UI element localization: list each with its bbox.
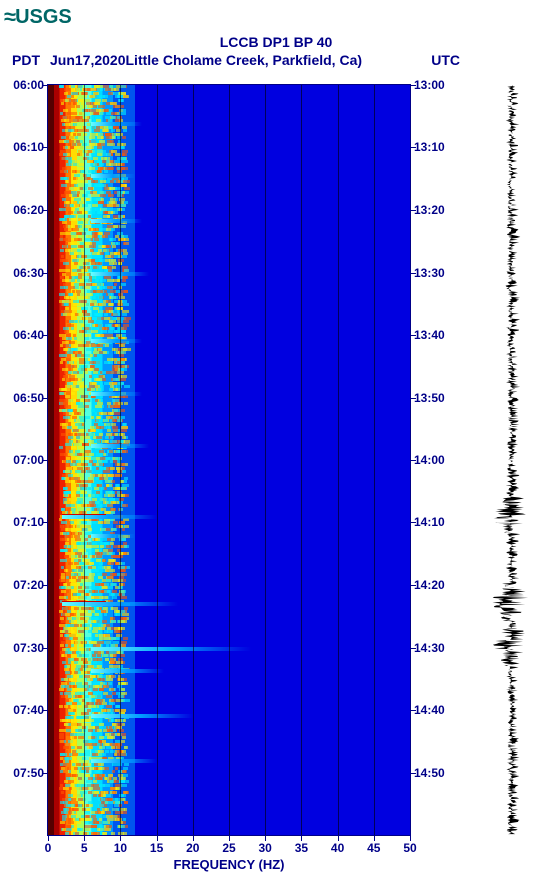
- grid-line: [84, 85, 85, 835]
- y-tick-right-label: 13:50: [414, 391, 445, 405]
- spectrogram-plot: FREQUENCY (HZ) 0510152025303540455006:00…: [48, 85, 410, 835]
- chart-title: LCCB DP1 BP 40: [0, 34, 552, 50]
- y-tick-right-label: 13:30: [414, 266, 445, 280]
- x-tick-label: 15: [150, 841, 163, 855]
- x-tick-label: 0: [45, 841, 52, 855]
- x-tick-label: 35: [295, 841, 308, 855]
- x-tick-label: 20: [186, 841, 199, 855]
- y-tick-right-label: 14:10: [414, 515, 445, 529]
- grid-line: [193, 85, 194, 835]
- y-tick-right-label: 14:50: [414, 766, 445, 780]
- y-tick-right-label: 13:10: [414, 140, 445, 154]
- y-tick-left-label: 07:00: [0, 453, 44, 467]
- tz-right-label: UTC: [431, 52, 460, 68]
- y-tick-left-label: 06:10: [0, 140, 44, 154]
- x-tick-label: 40: [331, 841, 344, 855]
- y-tick-left-label: 06:40: [0, 328, 44, 342]
- y-tick-left-label: 07:20: [0, 578, 44, 592]
- y-tick-left-label: 06:30: [0, 266, 44, 280]
- date-location-label: Jun17,2020Little Cholame Creek, Parkfiel…: [50, 52, 362, 68]
- y-tick-right-label: 13:20: [414, 203, 445, 217]
- y-tick-right-label: 14:40: [414, 703, 445, 717]
- y-tick-right-label: 13:00: [414, 78, 445, 92]
- y-tick-left-label: 07:50: [0, 766, 44, 780]
- x-tick-label: 30: [259, 841, 272, 855]
- y-tick-right-label: 14:30: [414, 641, 445, 655]
- grid-line: [374, 85, 375, 835]
- y-tick-right-label: 14:20: [414, 578, 445, 592]
- x-tick-label: 50: [403, 841, 416, 855]
- x-tick-label: 5: [81, 841, 88, 855]
- waveform-trace: [490, 85, 536, 835]
- y-tick-left-label: 06:50: [0, 391, 44, 405]
- y-tick-left-label: 07:10: [0, 515, 44, 529]
- logo-text: USGS: [15, 6, 72, 29]
- grid-line: [265, 85, 266, 835]
- y-tick-left-label: 06:20: [0, 203, 44, 217]
- grid-line: [301, 85, 302, 835]
- grid-line: [229, 85, 230, 835]
- grid-line: [120, 85, 121, 835]
- logo-wave-icon: ≈: [4, 4, 13, 30]
- y-tick-left-label: 07:30: [0, 641, 44, 655]
- tz-left-label: PDT: [12, 52, 40, 68]
- grid-line: [338, 85, 339, 835]
- usgs-logo: ≈ USGS: [4, 4, 72, 30]
- y-tick-right-label: 13:40: [414, 328, 445, 342]
- x-tick-label: 25: [222, 841, 235, 855]
- x-axis-label: FREQUENCY (HZ): [48, 857, 410, 872]
- y-tick-right-label: 14:00: [414, 453, 445, 467]
- x-tick-label: 10: [114, 841, 127, 855]
- grid-line: [157, 85, 158, 835]
- x-tick-label: 45: [367, 841, 380, 855]
- y-tick-left-label: 06:00: [0, 78, 44, 92]
- y-tick-left-label: 07:40: [0, 703, 44, 717]
